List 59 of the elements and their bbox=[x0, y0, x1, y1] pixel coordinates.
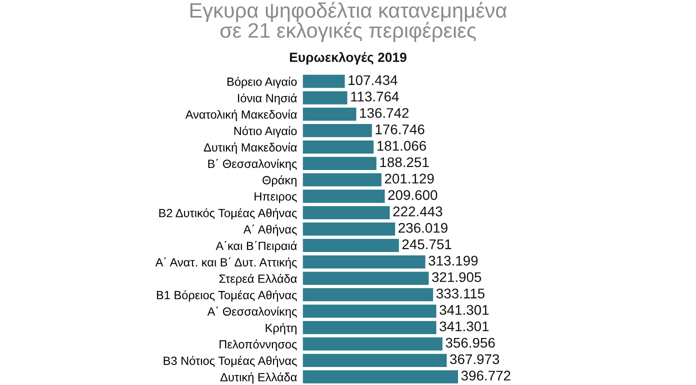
y-tick-label: Βόρειο Αιγαίο bbox=[228, 76, 297, 88]
y-tick-label: Κρήτη bbox=[266, 323, 296, 334]
data-label: 188.251 bbox=[380, 157, 429, 168]
bar bbox=[302, 354, 447, 367]
data-label: 313.199 bbox=[428, 256, 478, 266]
data-label: 222.443 bbox=[393, 206, 442, 216]
y-tick-label: Α΄ Θεσσαλονίκης bbox=[207, 306, 297, 318]
data-label: 107.434 bbox=[348, 75, 398, 86]
bar bbox=[302, 304, 436, 318]
bar bbox=[302, 108, 356, 121]
bar bbox=[302, 91, 348, 104]
data-label: 341.301 bbox=[440, 305, 489, 315]
y-tick-label: Ιόνια Νησιά bbox=[238, 93, 297, 105]
data-label: 113.764 bbox=[351, 92, 399, 102]
bar bbox=[302, 320, 436, 334]
data-label: 333.115 bbox=[436, 288, 484, 298]
data-label: 236.019 bbox=[398, 222, 448, 233]
data-label: 209.600 bbox=[388, 190, 438, 200]
bar bbox=[302, 190, 385, 203]
chart-subtitle: Ευρωεκλογές 2019 bbox=[290, 52, 406, 65]
bar bbox=[302, 206, 390, 220]
data-label: 321.905 bbox=[432, 272, 482, 282]
y-tick-label: Ηπειρος bbox=[254, 192, 297, 203]
bar bbox=[302, 74, 345, 88]
y-tick-label: Δυτική Ελλάδα bbox=[220, 372, 297, 384]
y-tick-label: Β3 Νότιος Τομέας Αθήνας bbox=[164, 356, 297, 368]
bar bbox=[302, 222, 396, 236]
y-tick-label: Β1 Βόρειος Τομέας Αθήνας bbox=[156, 290, 297, 302]
bar bbox=[302, 238, 399, 252]
y-tick-label: Α΄ Ανατ. και Β΄ Δυτ. Αττικής bbox=[155, 257, 297, 269]
data-label: 245.751 bbox=[402, 239, 452, 250]
data-label: 356.956 bbox=[446, 338, 495, 348]
data-label: 201.129 bbox=[384, 174, 434, 184]
bar bbox=[302, 124, 372, 138]
bar bbox=[302, 370, 458, 384]
bar bbox=[302, 140, 374, 154]
chart-title: Εγκυρα ψηφοδέλτια κατανεμημένα σε 21 εκλογικές περιφέρειες bbox=[190, 2, 507, 42]
y-tick-label: Β΄ Θεσσαλονίκης bbox=[208, 158, 297, 170]
data-label: 181.066 bbox=[377, 140, 426, 151]
y-tick-label: Πελοπόννησος bbox=[220, 340, 297, 351]
data-label: 176.746 bbox=[376, 124, 424, 134]
bar bbox=[302, 173, 382, 186]
data-label: 341.301 bbox=[440, 321, 489, 332]
bar bbox=[302, 255, 426, 268]
data-label: 136.742 bbox=[360, 108, 409, 118]
data-label: 396.772 bbox=[461, 370, 510, 381]
y-tick-label: Α΄και Β΄Πειραιά bbox=[216, 241, 297, 252]
bar bbox=[302, 156, 376, 170]
y-tick-label: Ανατολική Μακεδονία bbox=[185, 110, 297, 122]
data-label: 367.973 bbox=[450, 354, 500, 364]
y-tick-label: Δυτική Μακεδονία bbox=[204, 142, 297, 154]
bar bbox=[302, 337, 442, 351]
y-tick-label: Στερεά Ελλάδα bbox=[219, 274, 297, 286]
bar bbox=[302, 272, 429, 285]
y-tick-label: Νότιο Αιγαίο bbox=[234, 126, 297, 138]
y-tick-label: Α΄ Αθήνας bbox=[243, 224, 297, 236]
bar bbox=[302, 288, 434, 302]
y-tick-label: Β2 Δυτικός Τομέας Αθήνας bbox=[159, 208, 297, 220]
y-tick-label: Θράκη bbox=[262, 175, 296, 187]
